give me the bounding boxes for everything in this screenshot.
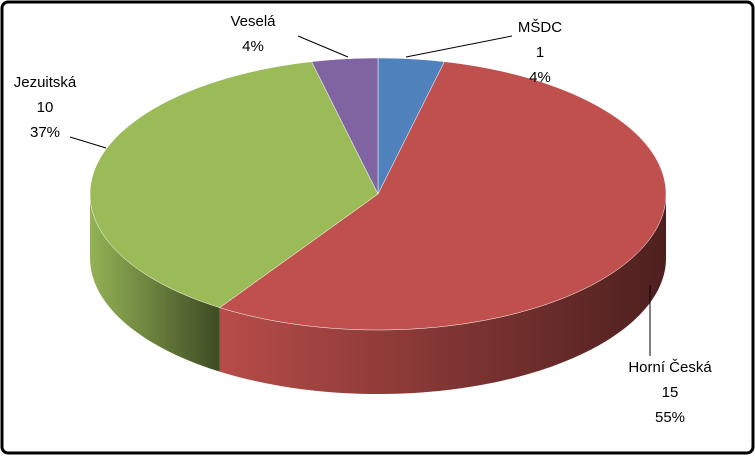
value-label: 15 [662, 384, 679, 401]
slice-side-shade [90, 194, 220, 372]
value-label: 10 [37, 99, 54, 116]
value-label: 1 [536, 44, 544, 61]
slice [89, 61, 379, 308]
slice-label: Horní Česká [628, 359, 712, 376]
leader-line [297, 35, 349, 58]
slice-label: Veselá [230, 13, 276, 30]
leader-line [69, 136, 107, 149]
slice-label: MŠDC [518, 19, 562, 36]
slice [219, 61, 667, 331]
percent-label: 4% [242, 38, 264, 55]
percent-label: 4% [529, 69, 551, 86]
percent-label: 37% [30, 124, 60, 141]
slice-label: Jezuitská [14, 74, 77, 91]
leader-line [405, 35, 513, 58]
percent-label: 55% [655, 409, 685, 426]
slice [377, 57, 445, 195]
slice [311, 57, 379, 195]
slice-side-shade [219, 194, 667, 394]
